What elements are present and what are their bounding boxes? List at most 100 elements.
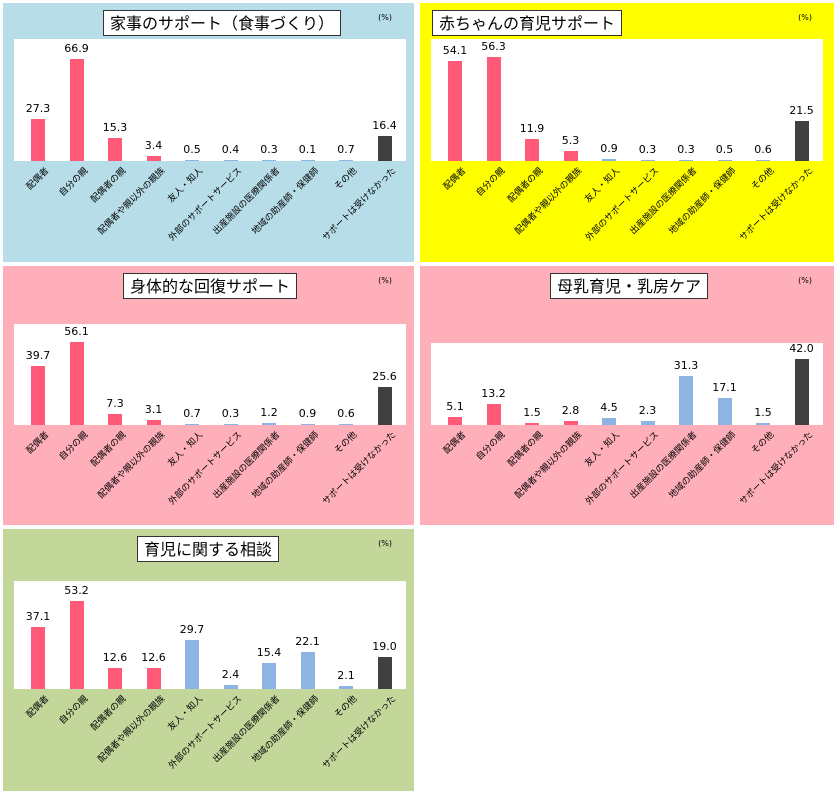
data-label: 13.2: [481, 387, 506, 401]
data-label: 0.9: [600, 142, 618, 156]
unit-label: (%): [378, 539, 392, 548]
bar: [377, 657, 392, 689]
data-label: 22.1: [295, 635, 320, 649]
data-label: 37.1: [25, 610, 51, 624]
bar: [262, 663, 276, 689]
data-label: 1.5: [754, 405, 772, 419]
data-label: 0.5: [183, 143, 201, 156]
category-label: 配偶者: [25, 166, 52, 193]
data-label: 15.4: [256, 646, 282, 660]
category-label: サポートは受けなかった: [320, 166, 398, 244]
chart-title: 赤ちゃんの育児サポート: [432, 10, 623, 36]
unit-label: (%): [798, 276, 812, 285]
category-label: その他: [333, 694, 360, 721]
bar: [794, 121, 809, 161]
data-label: 53.2: [64, 583, 89, 597]
data-label: 5.1: [446, 399, 464, 413]
category-label: 自分の親: [57, 694, 90, 727]
bar: [602, 417, 616, 425]
bar: [185, 639, 199, 689]
data-label: 27.3: [25, 102, 51, 116]
bar: [146, 155, 161, 161]
data-label: 7.3: [106, 397, 124, 411]
data-label: 56.3: [481, 39, 506, 53]
data-label: 12.6: [102, 651, 128, 665]
data-label: 3.4: [144, 138, 163, 152]
bar: [146, 420, 161, 425]
category-label: サポートは受けなかった: [320, 430, 398, 508]
bar: [262, 160, 276, 161]
data-label: 0.5: [715, 143, 734, 156]
bar: [69, 600, 84, 689]
bar: [377, 135, 392, 161]
bar: [377, 386, 392, 425]
data-label: 25.6: [372, 369, 397, 383]
data-label: 1.2: [260, 406, 278, 420]
data-label: 56.1: [64, 324, 89, 338]
bar: [69, 341, 84, 425]
bar: [486, 56, 501, 161]
chart-title: 家事のサポート（食事づくり）: [103, 10, 342, 36]
data-label: 0.9: [298, 406, 317, 420]
data-label: 3.1: [144, 403, 163, 417]
category-label: 配偶者: [25, 694, 52, 721]
data-label: 0.6: [754, 142, 772, 156]
category-label: その他: [750, 166, 777, 193]
category-label: 出産施設の医療関係者: [211, 430, 283, 501]
bar: [339, 159, 353, 161]
category-label: 自分の親: [474, 166, 507, 199]
chart-panel-consultation: 育児に関する相談 (%) 37.1 配偶者 53.2 自分の親 12.6 配偶者の親 12.6 配…: [3, 529, 414, 791]
bar: [31, 627, 45, 689]
category-label: 自分の親: [57, 430, 90, 463]
bar: [108, 414, 122, 425]
data-label: 2.8: [561, 403, 580, 417]
category-label: その他: [750, 430, 777, 457]
bar: [339, 424, 353, 425]
data-label: 12.6: [141, 651, 166, 665]
category-label: 配偶者: [25, 430, 52, 457]
data-label: 17.1: [712, 381, 737, 395]
bar: [756, 159, 770, 161]
bar: [756, 422, 770, 425]
data-label: 39.7: [25, 349, 51, 363]
bar: [146, 668, 161, 689]
bar: [108, 137, 122, 161]
bar: [108, 668, 122, 689]
chart-panel-breastfeeding: 母乳育児・乳房ケア (%) 5.1 配偶者 13.2 自分の親 1.5 配偶者の親 2.8 配偶者…: [420, 266, 834, 525]
category-label: 配偶者や親以外の親族: [512, 166, 584, 237]
bar: [300, 423, 315, 425]
chart-panel-physical-recovery: 身体的な回復サポート (%) 39.7 配偶者 56.1 自分の親 7.3 配偶者の親 3.1 配…: [3, 266, 414, 525]
category-label: サポートは受けなかった: [320, 694, 398, 772]
data-label: 42.0: [789, 341, 814, 355]
data-label: 66.9: [64, 41, 89, 55]
data-label: 2.4: [221, 668, 240, 681]
unit-label: (%): [798, 13, 812, 22]
category-label: 地域の助産師・保健師: [249, 430, 321, 501]
bar: [602, 159, 616, 161]
data-label: 29.7: [179, 622, 205, 636]
data-label: 15.3: [102, 120, 128, 134]
bar: [563, 420, 578, 425]
bar: [640, 421, 655, 425]
bar: [185, 160, 199, 161]
chart-title: 母乳育児・乳房ケア: [550, 273, 709, 299]
data-label: 0.4: [221, 143, 240, 156]
category-label: 配偶者や親以外の親族: [512, 430, 584, 501]
bar: [300, 652, 315, 689]
data-label: 0.3: [260, 143, 278, 156]
category-label: その他: [333, 430, 360, 457]
bar: [717, 398, 732, 425]
category-label: 地域の助産師・保健師: [249, 694, 321, 765]
category-label: 配偶者: [442, 430, 469, 457]
data-label: 11.9: [519, 122, 545, 135]
category-label: サポートは受けなかった: [737, 430, 815, 508]
data-label: 1.5: [523, 405, 541, 419]
bar: [448, 416, 462, 425]
category-label: サポートは受けなかった: [737, 166, 815, 244]
data-label: 54.1: [442, 43, 468, 57]
bar: [640, 160, 655, 161]
category-label: 配偶者: [442, 166, 469, 193]
bar: [223, 685, 238, 689]
data-label: 21.5: [789, 104, 814, 118]
bar: [679, 160, 693, 161]
